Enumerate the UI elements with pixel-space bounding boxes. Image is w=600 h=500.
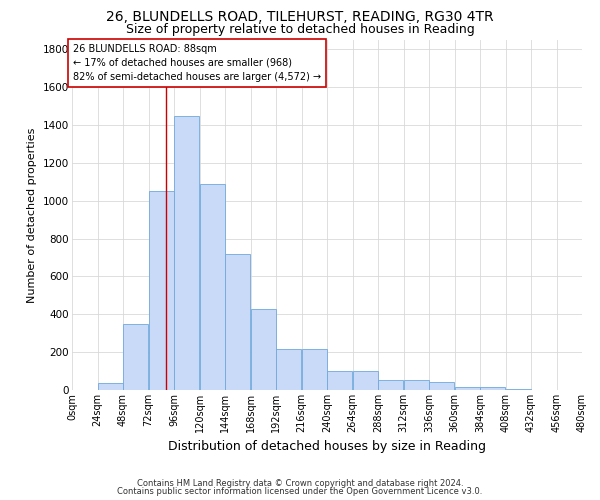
Bar [200, 184, 224, 390]
Bar [328, 371, 352, 390]
Bar [302, 350, 326, 390]
Bar [455, 387, 479, 390]
X-axis label: Distribution of detached houses by size in Reading: Distribution of detached houses by size … [168, 440, 486, 454]
Bar [481, 387, 505, 390]
Text: Contains public sector information licensed under the Open Government Licence v3: Contains public sector information licen… [118, 487, 482, 496]
Bar [353, 371, 377, 390]
Bar [149, 192, 173, 390]
Bar [226, 254, 250, 390]
Bar [277, 350, 301, 390]
Bar [98, 384, 122, 390]
Bar [404, 380, 428, 390]
Bar [430, 382, 454, 390]
Text: Size of property relative to detached houses in Reading: Size of property relative to detached ho… [125, 22, 475, 36]
Text: Contains HM Land Registry data © Crown copyright and database right 2024.: Contains HM Land Registry data © Crown c… [137, 478, 463, 488]
Y-axis label: Number of detached properties: Number of detached properties [28, 128, 37, 302]
Text: 26, BLUNDELLS ROAD, TILEHURST, READING, RG30 4TR: 26, BLUNDELLS ROAD, TILEHURST, READING, … [106, 10, 494, 24]
Bar [251, 308, 275, 390]
Bar [379, 380, 403, 390]
Text: 26 BLUNDELLS ROAD: 88sqm
← 17% of detached houses are smaller (968)
82% of semi-: 26 BLUNDELLS ROAD: 88sqm ← 17% of detach… [73, 44, 321, 82]
Bar [124, 324, 148, 390]
Bar [175, 116, 199, 390]
Bar [506, 389, 530, 390]
